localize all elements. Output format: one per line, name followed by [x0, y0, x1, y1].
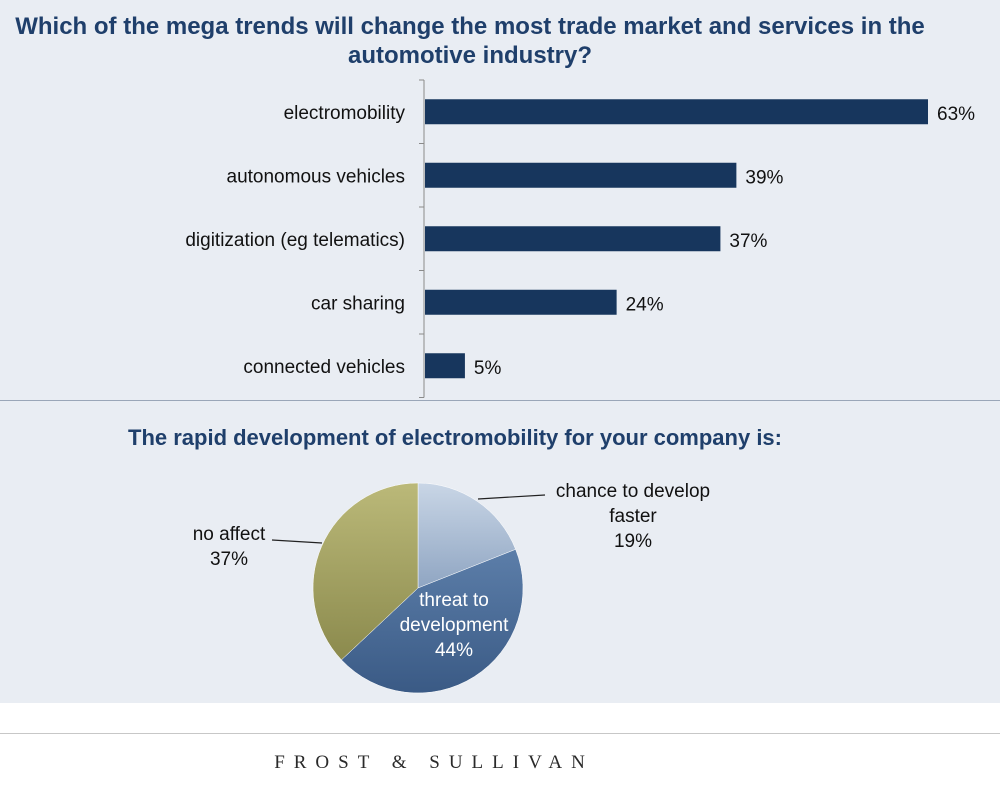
- bar-value-label: 63%: [937, 104, 975, 125]
- pie-label-threat: development: [400, 615, 510, 636]
- bar-category-label: car sharing: [311, 293, 405, 314]
- bar: [425, 226, 721, 252]
- frost-sullivan-logo: FROST & SULLIVAN: [274, 752, 594, 773]
- pie-chart: chance to develop faster 19% threat to devel…: [193, 481, 710, 694]
- pie-label-threat: threat to: [419, 590, 489, 611]
- pie-slice-chance: [417, 482, 516, 589]
- bar-chart-title: Which of the mega trends will change the…: [15, 13, 925, 69]
- pie-label-chance: chance to develop: [556, 481, 710, 502]
- bar-category-label: autonomous vehicles: [227, 166, 406, 187]
- pie-label-no-affect: no affect: [193, 524, 266, 545]
- pie-label-threat: 44%: [435, 640, 473, 661]
- bar-value-label: 39%: [745, 167, 783, 188]
- bar: [425, 289, 617, 315]
- pie-slice-threat: [341, 549, 524, 694]
- bar: [425, 353, 465, 379]
- pie-label-chance: 19%: [614, 531, 652, 552]
- bar: [425, 99, 928, 125]
- pie-leader-line: [477, 494, 546, 500]
- pie-chart-title: The rapid development of electromobility…: [128, 425, 782, 450]
- footer-rule: [0, 733, 1000, 734]
- bar: [425, 162, 737, 188]
- bar-category-label: electromobility: [284, 103, 406, 124]
- pie-slice-no-affect: [312, 482, 419, 661]
- bar-chart: electromobility 63% autonomous vehicles 39%…: [185, 79, 975, 398]
- pie-label-chance: faster: [609, 506, 657, 527]
- section-divider: [0, 400, 1000, 401]
- pie-leader-line: [271, 539, 323, 544]
- bar-category-label: connected vehicles: [243, 357, 405, 378]
- bar-value-label: 24%: [626, 294, 664, 315]
- bar-category-label: digitization (eg telematics): [185, 230, 405, 251]
- pie-label-no-affect: 37%: [210, 549, 248, 570]
- bar-value-label: 5%: [474, 358, 502, 379]
- bar-value-label: 37%: [729, 231, 767, 252]
